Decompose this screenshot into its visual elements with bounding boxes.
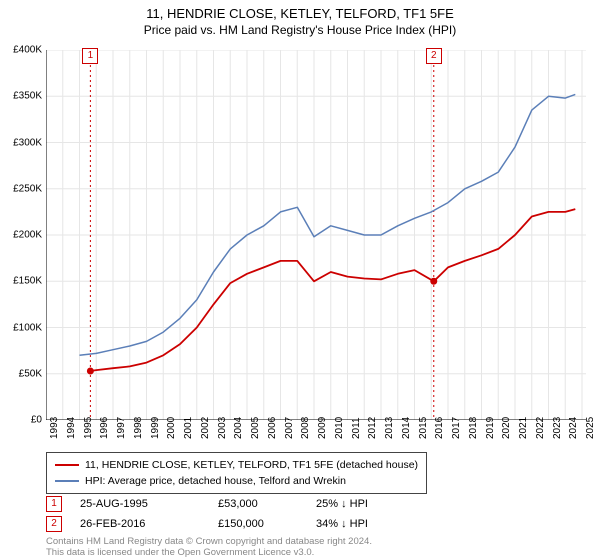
x-axis-label: 2010 <box>334 417 345 439</box>
x-axis-label: 2013 <box>384 417 395 439</box>
x-axis-label: 2004 <box>233 417 244 439</box>
x-axis-label: 2012 <box>367 417 378 439</box>
x-axis-label: 2025 <box>585 417 596 439</box>
x-axis-label: 2001 <box>183 417 194 439</box>
x-axis-label: 2008 <box>300 417 311 439</box>
footer-line-1: Contains HM Land Registry data © Crown c… <box>46 536 372 547</box>
x-axis-label: 2024 <box>568 417 579 439</box>
sale-date: 26-FEB-2016 <box>80 518 200 530</box>
legend: 11, HENDRIE CLOSE, KETLEY, TELFORD, TF1 … <box>46 452 427 494</box>
sales-info: 1 25-AUG-1995 £53,000 25% ↓ HPI 2 26-FEB-2016… <box>46 494 416 534</box>
x-axis-label: 2000 <box>166 417 177 439</box>
x-axis-label: 2023 <box>552 417 563 439</box>
x-axis-label: 2006 <box>267 417 278 439</box>
sale-price: £150,000 <box>218 518 298 530</box>
x-axis-label: 2007 <box>284 417 295 439</box>
legend-label: HPI: Average price, detached house, Telf… <box>85 473 346 489</box>
legend-label: 11, HENDRIE CLOSE, KETLEY, TELFORD, TF1 … <box>85 457 418 473</box>
x-axis-label: 2016 <box>434 417 445 439</box>
x-axis-label: 1993 <box>49 417 60 439</box>
x-axis-label: 2005 <box>250 417 261 439</box>
chart-container: 11, HENDRIE CLOSE, KETLEY, TELFORD, TF1 … <box>0 0 600 560</box>
sale-info-marker: 1 <box>46 496 62 512</box>
legend-swatch <box>55 480 79 482</box>
y-axis-label: £250K <box>2 183 42 194</box>
title-block: 11, HENDRIE CLOSE, KETLEY, TELFORD, TF1 … <box>0 0 600 37</box>
chart-svg <box>46 50 586 420</box>
x-axis-label: 2021 <box>518 417 529 439</box>
y-axis-label: £50K <box>2 368 42 379</box>
x-axis-label: 2009 <box>317 417 328 439</box>
y-axis-label: £350K <box>2 91 42 102</box>
x-axis-label: 2003 <box>217 417 228 439</box>
x-axis-label: 2011 <box>351 417 362 439</box>
sale-info-row: 2 26-FEB-2016 £150,000 34% ↓ HPI <box>46 514 416 534</box>
y-axis-label: £300K <box>2 137 42 148</box>
sale-pct-vs-hpi: 34% ↓ HPI <box>316 518 416 530</box>
chart-plot-area: £0£50K£100K£150K£200K£250K£300K£350K£400… <box>46 50 586 420</box>
legend-item: 11, HENDRIE CLOSE, KETLEY, TELFORD, TF1 … <box>55 457 418 473</box>
x-axis-label: 2014 <box>401 417 412 439</box>
sale-price: £53,000 <box>218 498 298 510</box>
y-axis-label: £150K <box>2 276 42 287</box>
sale-info-row: 1 25-AUG-1995 £53,000 25% ↓ HPI <box>46 494 416 514</box>
legend-item: HPI: Average price, detached house, Telf… <box>55 473 418 489</box>
x-axis-label: 1994 <box>66 417 77 439</box>
y-axis-label: £100K <box>2 322 42 333</box>
sale-pct-vs-hpi: 25% ↓ HPI <box>316 498 416 510</box>
y-axis-label: £0 <box>2 415 42 426</box>
sale-marker-box: 2 <box>426 48 442 64</box>
legend-swatch <box>55 464 79 466</box>
x-axis-label: 1999 <box>150 417 161 439</box>
x-axis-label: 1995 <box>83 417 94 439</box>
x-axis-label: 1998 <box>133 417 144 439</box>
sale-marker-box: 1 <box>82 48 98 64</box>
x-axis-label: 2017 <box>451 417 462 439</box>
y-axis-label: £200K <box>2 230 42 241</box>
x-axis-label: 1996 <box>99 417 110 439</box>
footer-line-2: This data is licensed under the Open Gov… <box>46 547 372 558</box>
footer-attribution: Contains HM Land Registry data © Crown c… <box>46 536 372 559</box>
x-axis-label: 2020 <box>501 417 512 439</box>
x-axis-label: 2018 <box>468 417 479 439</box>
x-axis-label: 2022 <box>535 417 546 439</box>
x-axis-label: 2015 <box>418 417 429 439</box>
chart-title-address: 11, HENDRIE CLOSE, KETLEY, TELFORD, TF1 … <box>0 6 600 21</box>
chart-subtitle: Price paid vs. HM Land Registry's House … <box>0 23 600 37</box>
x-axis-label: 2002 <box>200 417 211 439</box>
x-axis-label: 2019 <box>485 417 496 439</box>
sale-info-marker: 2 <box>46 516 62 532</box>
x-axis-label: 1997 <box>116 417 127 439</box>
y-axis-label: £400K <box>2 45 42 56</box>
sale-date: 25-AUG-1995 <box>80 498 200 510</box>
